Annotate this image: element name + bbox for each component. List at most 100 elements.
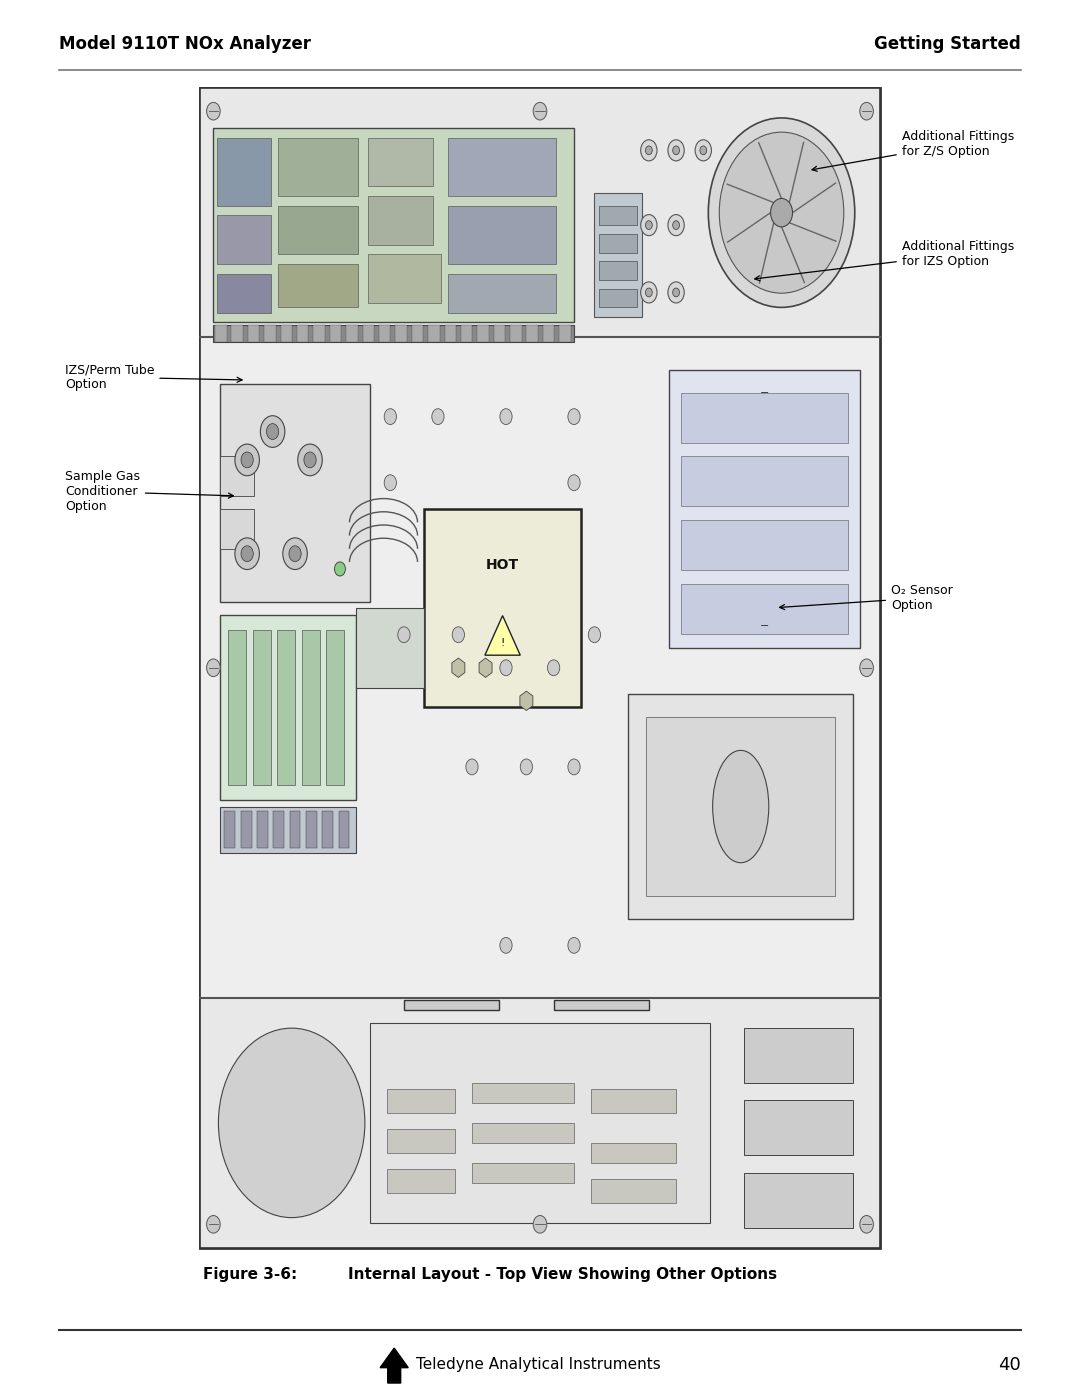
Circle shape [262, 1085, 321, 1161]
Circle shape [770, 198, 793, 226]
Circle shape [260, 416, 285, 447]
Bar [554, 999, 649, 1010]
Text: Sample Gas
Conditioner
Option: Sample Gas Conditioner Option [65, 471, 233, 513]
Circle shape [700, 145, 706, 155]
Bar [424, 509, 581, 707]
Circle shape [206, 659, 220, 676]
Text: Internal Layout - Top View Showing Other Options: Internal Layout - Top View Showing Other… [348, 1267, 777, 1281]
Circle shape [218, 1028, 365, 1218]
Polygon shape [485, 616, 521, 655]
Circle shape [640, 282, 657, 303]
Polygon shape [380, 1348, 408, 1383]
Circle shape [860, 659, 874, 676]
Circle shape [568, 759, 580, 775]
Bar [339, 812, 350, 848]
Circle shape [708, 117, 854, 307]
Bar [279, 205, 357, 254]
Bar [477, 326, 489, 342]
Bar [200, 337, 880, 999]
Bar [220, 615, 356, 800]
Bar [217, 215, 271, 264]
Circle shape [640, 215, 657, 236]
Circle shape [568, 937, 580, 953]
Bar [368, 254, 441, 303]
Bar [214, 326, 575, 342]
Bar [329, 326, 341, 342]
Text: HOT: HOT [486, 557, 519, 571]
Bar [356, 608, 424, 687]
Circle shape [667, 215, 685, 236]
Circle shape [298, 444, 322, 476]
Circle shape [646, 221, 652, 229]
Bar [363, 326, 374, 342]
Circle shape [568, 475, 580, 490]
Bar [279, 138, 357, 196]
Bar [369, 1023, 711, 1222]
Circle shape [500, 409, 512, 425]
Circle shape [206, 102, 220, 120]
Text: 40: 40 [998, 1356, 1021, 1373]
Bar [744, 1172, 853, 1228]
Circle shape [267, 423, 279, 440]
Bar [217, 274, 271, 313]
Bar [225, 812, 235, 848]
Circle shape [500, 659, 512, 676]
Bar [297, 326, 309, 342]
Bar [368, 196, 433, 244]
Bar [200, 88, 880, 337]
Bar [670, 370, 860, 648]
Bar [247, 326, 259, 342]
Circle shape [335, 562, 346, 576]
Text: Figure 3-6:: Figure 3-6: [203, 1267, 297, 1281]
Circle shape [500, 937, 512, 953]
Bar [404, 999, 499, 1010]
Bar [591, 1143, 676, 1162]
Circle shape [432, 409, 444, 425]
Text: Getting Started: Getting Started [874, 35, 1021, 53]
Bar [306, 812, 316, 848]
Circle shape [860, 102, 874, 120]
Text: Additional Fittings
for Z/S Option: Additional Fittings for Z/S Option [812, 130, 1014, 172]
Bar [347, 326, 357, 342]
Bar [253, 630, 271, 785]
Bar [494, 326, 505, 342]
Circle shape [534, 1215, 546, 1234]
Bar [220, 384, 369, 602]
Bar [281, 326, 292, 342]
Text: −: − [760, 387, 769, 398]
Bar [448, 138, 556, 196]
Bar [265, 326, 275, 342]
Circle shape [235, 444, 259, 476]
Bar [744, 1101, 853, 1155]
Bar [368, 138, 433, 186]
Bar [395, 326, 407, 342]
Text: !: ! [500, 638, 504, 648]
Bar [200, 999, 880, 1248]
Circle shape [384, 409, 396, 425]
Circle shape [206, 1215, 220, 1234]
Bar [629, 694, 853, 919]
Bar [289, 812, 300, 848]
Bar [217, 138, 271, 205]
Bar [220, 806, 356, 852]
Bar [200, 88, 880, 1248]
Bar [278, 630, 295, 785]
Bar [387, 1129, 455, 1153]
Bar [279, 264, 357, 307]
Bar [387, 1169, 455, 1193]
Circle shape [397, 627, 410, 643]
Circle shape [673, 221, 679, 229]
Circle shape [646, 145, 652, 155]
Text: Teledyne Analytical Instruments: Teledyne Analytical Instruments [416, 1358, 661, 1372]
Circle shape [640, 140, 657, 161]
Bar [599, 289, 637, 307]
Bar [472, 1083, 575, 1102]
Bar [647, 717, 835, 897]
Circle shape [568, 409, 580, 425]
Circle shape [303, 453, 316, 468]
Circle shape [589, 627, 600, 643]
Circle shape [673, 145, 679, 155]
Bar [220, 509, 254, 549]
Bar [599, 261, 637, 279]
Text: Additional Fittings
for IZS Option: Additional Fittings for IZS Option [755, 240, 1014, 281]
